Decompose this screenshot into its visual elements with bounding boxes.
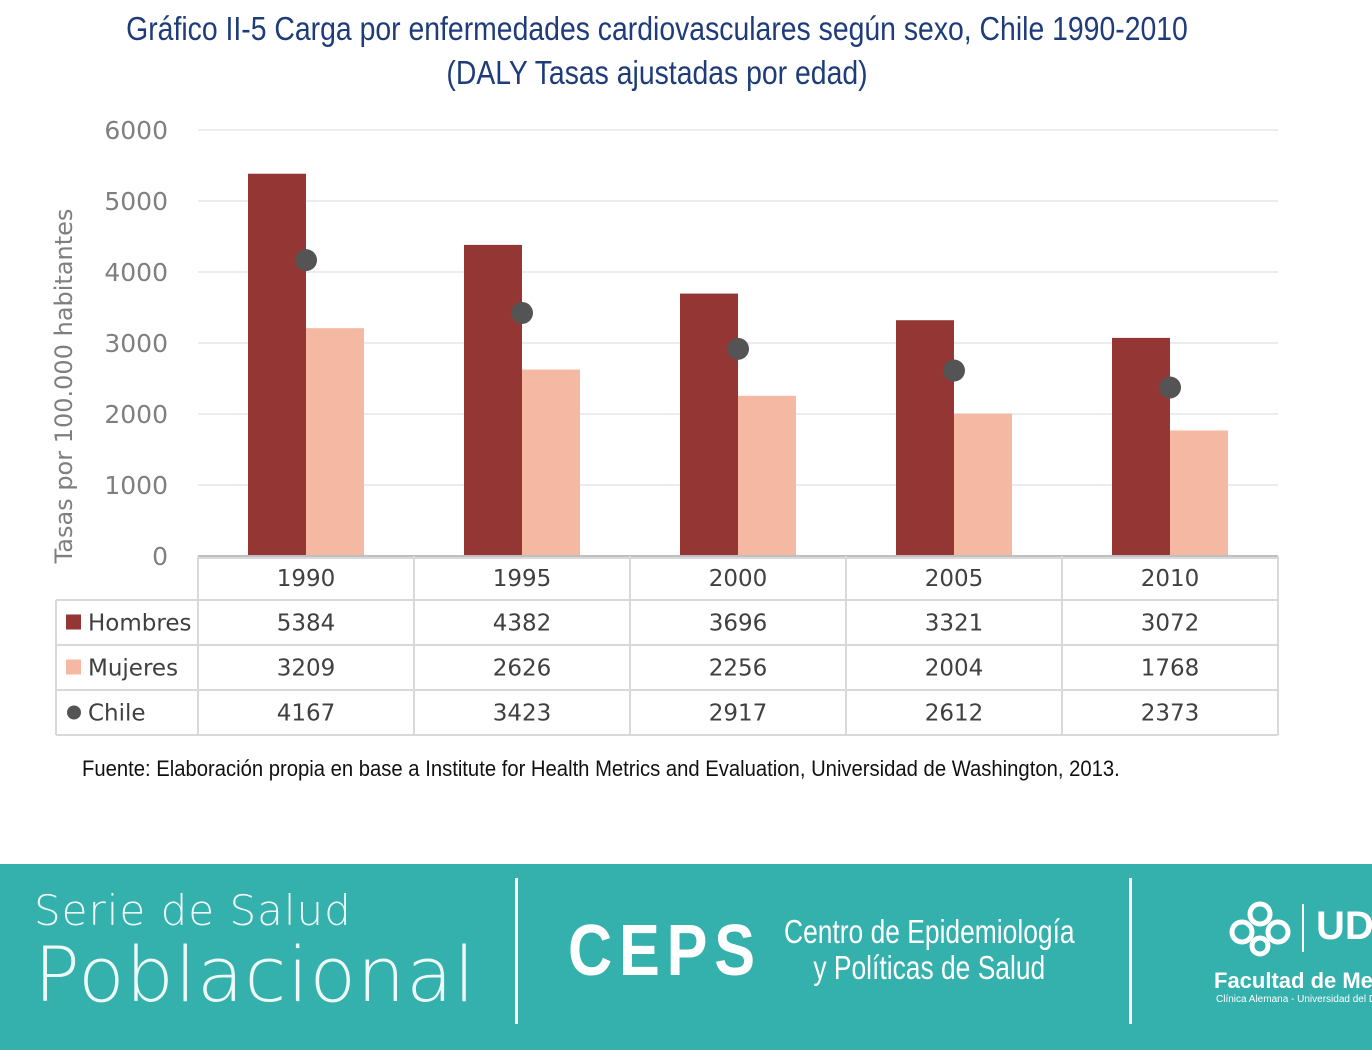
data-label: 2626 <box>493 656 552 682</box>
x-category-label: 2005 <box>925 566 984 592</box>
ceps-name-line2: y Políticas de Salud <box>813 949 1046 986</box>
y-tick-label: 3000 <box>104 329 168 358</box>
y-axis-label: Tasas por 100.000 habitantes <box>50 209 78 565</box>
data-label: 3696 <box>709 611 768 637</box>
logo-divider <box>1302 904 1304 952</box>
chart-title: Gráfico II-5 Carga por enfermedades card… <box>126 10 1188 47</box>
facultad-name: Facultad de Medicina <box>1214 968 1372 993</box>
legend-swatch-hombres <box>66 614 81 630</box>
legend-swatch-mujeres <box>66 659 81 675</box>
bar-mujeres <box>306 328 364 556</box>
data-label: 2004 <box>925 656 984 682</box>
legend-swatch-chile <box>67 705 81 720</box>
data-label: 3209 <box>277 656 336 682</box>
y-tick-label: 4000 <box>104 258 168 287</box>
source-note: Fuente: Elaboración propia en base a Ins… <box>82 756 1120 781</box>
marker-chile <box>511 301 533 324</box>
facultad-logo-icon <box>1229 901 1291 957</box>
serie-subtitle: Poblacional <box>34 930 476 1019</box>
facultad-subtitle: Clínica Alemana - Universidad del Desarr… <box>1216 994 1372 1005</box>
bar-hombres <box>248 173 306 556</box>
y-tick-label: 6000 <box>104 116 168 145</box>
data-label: 4382 <box>493 611 552 637</box>
footer-banner: Serie de Salud Poblacional CEPS Centro d… <box>0 864 1372 1050</box>
data-label: 3423 <box>493 701 552 727</box>
bar-mujeres <box>954 413 1012 556</box>
x-category-label: 1990 <box>277 566 336 592</box>
footer-divider <box>1129 878 1132 1024</box>
ceps-name-line1: Centro de Epidemiología <box>784 913 1075 950</box>
legend-label: Mujeres <box>88 656 178 682</box>
y-tick-label: 2000 <box>104 400 168 429</box>
data-label: 1768 <box>1141 656 1200 682</box>
ud-logo: UDD <box>1316 904 1372 948</box>
data-label: 3321 <box>925 611 984 637</box>
legend-label: Chile <box>88 701 146 727</box>
data-label: 2373 <box>1141 701 1200 727</box>
data-label: 2256 <box>709 656 768 682</box>
marker-chile <box>1159 376 1181 399</box>
bar-hombres <box>1112 337 1170 556</box>
y-tick-label: 0 <box>152 542 168 571</box>
bar-mujeres <box>522 369 580 556</box>
footer-divider <box>515 878 518 1024</box>
serie-title: Serie de Salud <box>34 886 352 935</box>
bar-chart: 0 1000 2000 3000 4000 5000 6000 Tasas por 100.0… <box>50 116 1279 736</box>
data-label: 3072 <box>1141 611 1200 637</box>
ceps-logo: CEPS <box>568 911 762 991</box>
data-label: 5384 <box>277 611 336 637</box>
bar-hombres <box>464 244 522 557</box>
bar-mujeres <box>1170 430 1228 556</box>
y-tick-label: 5000 <box>104 187 168 216</box>
data-label: 2917 <box>709 701 768 727</box>
x-category-label: 2010 <box>1141 566 1200 592</box>
marker-chile <box>943 359 965 382</box>
bar-hombres <box>896 320 954 556</box>
data-label: 2612 <box>925 701 984 727</box>
marker-chile <box>727 337 749 360</box>
bar-hombres <box>680 293 738 556</box>
x-category-label: 2000 <box>709 566 768 592</box>
y-tick-label: 1000 <box>104 471 168 500</box>
legend-label: Hombres <box>88 611 191 637</box>
x-category-label: 1995 <box>493 566 552 592</box>
bar-mujeres <box>738 395 796 556</box>
chart-subtitle: (DALY Tasas ajustadas por edad) <box>446 54 868 91</box>
data-label: 4167 <box>277 701 336 727</box>
ceps-name: Centro de Epidemiología y Políticas de S… <box>784 914 1075 986</box>
marker-chile <box>295 249 317 272</box>
